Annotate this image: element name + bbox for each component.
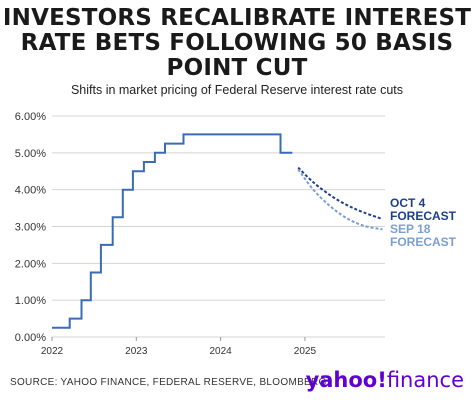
x-tick-label: 2022	[41, 346, 64, 357]
y-tick-label: 1.00%	[15, 295, 46, 307]
y-tick-label: 3.00%	[15, 222, 46, 234]
y-tick-label: 0.00%	[15, 332, 46, 344]
annotation-label: SEP 18	[390, 222, 431, 236]
chart-subtitle: Shifts in market pricing of Federal Rese…	[70, 83, 404, 97]
x-tick-label: 2023	[125, 346, 148, 357]
brand-yahoo: yahoo!	[305, 368, 387, 392]
chart-title-line-3: POINT CUT	[166, 55, 308, 81]
chart-title: INVESTORS RECALIBRATE INTEREST RATE BETS…	[0, 6, 474, 81]
y-tick-label: 2.00%	[15, 258, 46, 270]
series-line-oct4	[297, 166, 383, 221]
chart-title-line-2: RATE BETS FOLLOWING 50 BASIS	[20, 30, 454, 56]
chart-title-line-1: INVESTORS RECALIBRATE INTEREST	[2, 5, 472, 31]
series-line-actual	[52, 133, 293, 329]
x-tick-label: 2025	[294, 346, 317, 357]
annotation-label: FORECAST	[390, 235, 457, 249]
x-tick-label: 2024	[209, 346, 232, 357]
y-tick-label: 6.00%	[15, 111, 46, 123]
yahoo-finance-logo: yahoo!finance	[306, 368, 464, 392]
annotation-label: FORECAST	[390, 209, 457, 223]
annotation-label: OCT 4	[390, 196, 426, 210]
y-tick-label: 4.00%	[15, 185, 46, 197]
source-note: SOURCE: YAHOO FINANCE, FEDERAL RESERVE, …	[10, 377, 327, 388]
series-line-sep18	[297, 168, 383, 231]
y-tick-label: 5.00%	[15, 148, 46, 160]
brand-finance: finance	[386, 368, 464, 392]
